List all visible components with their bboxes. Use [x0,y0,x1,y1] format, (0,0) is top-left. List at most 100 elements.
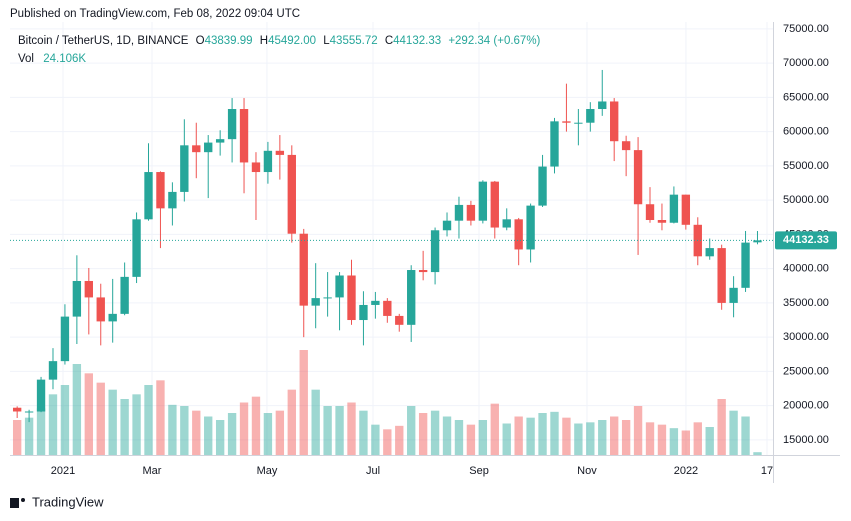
candle-body [741,242,750,288]
axes: 15000.00 20000.00 25000.00 30000.00 35000.00… [51,23,837,477]
volume-bar [693,422,702,455]
candle-body [478,181,488,221]
change: +292.34 (+0.67%) [448,35,540,47]
volume-bar [251,396,261,455]
volume-bar [574,423,583,455]
x-tick-label: Nov [577,465,597,477]
volume-layer [12,350,762,455]
volume-bar [502,423,511,455]
volume-bar [478,420,488,455]
candle-body [311,298,320,306]
candle-body [442,220,452,231]
candle-body [239,109,249,163]
volume-bar [562,417,571,455]
y-tick-label: 20000.00 [783,400,829,412]
volume-bar [705,427,714,455]
candle-body [562,121,571,123]
legend-header: Bitcoin / TetherUS, 1D, BINANCE O43839.9… [18,35,541,47]
candle-body [621,141,631,151]
volume-bar [168,404,177,455]
candle-body [48,361,58,380]
candle-body [383,300,392,316]
candle-body [24,411,34,413]
volume-bar [586,422,595,455]
volume-bar [12,420,22,455]
candle-body [705,248,714,257]
volume-bar [180,406,189,455]
volume-bar [681,430,691,455]
candle-body [287,154,296,234]
volume-bar [275,410,285,455]
candle-body [669,194,679,223]
x-tick-label: Mar [142,465,161,477]
low: 43555.72 [330,35,378,47]
candle-body [335,275,344,298]
close: 44132.33 [393,35,441,47]
volume-bar [383,429,392,455]
volume-bar [60,385,70,455]
volume-bar [215,420,225,455]
y-tick-label: 50000.00 [783,194,829,206]
volume-bar [311,389,320,455]
candle-body [729,287,738,303]
y-tick-label: 65000.00 [783,91,829,103]
volume-bar [717,399,726,455]
volume-bar [645,422,655,455]
volume-bar [72,364,82,455]
volume-bar [442,416,452,455]
open: 43839.99 [205,35,253,47]
candle-body [502,219,511,228]
candle-body [454,204,464,221]
volume-bar [156,380,165,455]
x-tick-label: May [257,465,278,477]
y-tick-label: 35000.00 [783,297,829,309]
candle-layer [10,69,773,423]
candle-body [359,304,368,321]
candle-body [84,280,93,298]
volume-bar [96,382,105,455]
candle-body [60,316,70,362]
logo-mark [10,498,19,508]
volume-bar [395,425,404,455]
candle-body [430,230,440,273]
volume-bar [359,410,368,455]
volume-bar [132,394,141,455]
volume-bar [598,420,607,455]
candle-body [514,219,523,250]
last-price-tag [775,231,837,250]
candle-body [263,150,273,173]
candle-body [526,205,535,250]
volume-bar [418,413,428,455]
volume-bar [371,424,380,455]
logo-dot [21,498,25,502]
last-price-label: 44132.33 [783,234,829,246]
high: 45492.00 [268,35,316,47]
x-tick-label: Sep [469,465,489,477]
candle-body [598,101,607,110]
candle-body [72,280,82,317]
candle-body [192,145,201,153]
volume-bar [192,410,201,455]
y-tick-label: 25000.00 [783,365,829,377]
candle-body [180,145,189,192]
volume-bar [454,420,464,455]
candle-body [144,172,153,220]
y-tick-label: 40000.00 [783,263,829,275]
y-tick-label: 70000.00 [783,57,829,69]
l-label: L [323,35,330,47]
candle-body [96,297,105,322]
footer-brand: TradingView [32,494,104,509]
volume-bar [24,417,34,455]
candle-body [156,172,165,209]
candle-body [466,204,476,221]
volume-bar [84,373,93,455]
candle-body [12,407,22,412]
volume-bar [657,424,667,455]
volume-bar [633,406,643,455]
volume-bar [108,389,117,455]
y-tick-label: 15000.00 [783,434,829,446]
candle-body [275,150,285,155]
symbol: Bitcoin / TetherUS, 1D, BINANCE [18,35,189,47]
x-tick-label: Jul [366,465,380,477]
